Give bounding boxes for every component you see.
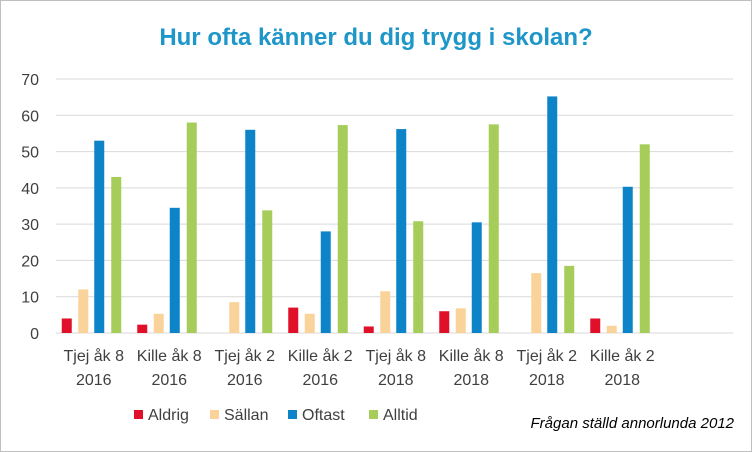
bar-alltid xyxy=(262,210,273,333)
bar-oftast xyxy=(471,222,482,333)
x-tick-label: Kille åk 8 xyxy=(439,347,504,365)
legend-label: Oftast xyxy=(302,407,345,424)
bar-oftast xyxy=(396,129,407,333)
bar-aldrig xyxy=(137,324,148,333)
legend-label: Sällan xyxy=(224,407,268,424)
bar-oftast xyxy=(622,186,633,333)
x-tick-label: 2018 xyxy=(604,372,640,389)
bar-aldrig xyxy=(439,311,450,333)
bar-sällan xyxy=(455,308,466,333)
legend-swatch xyxy=(288,410,297,419)
bar-oftast xyxy=(245,129,256,333)
x-tick-label: 2018 xyxy=(378,372,414,389)
legend-label: Aldrig xyxy=(148,407,189,424)
legend: Aldrig Sällan Oftast Alltid xyxy=(134,407,418,424)
legend-swatch xyxy=(369,410,378,419)
bar-alltid xyxy=(337,125,348,333)
bar-sällan xyxy=(78,289,89,333)
x-tick-label: 2016 xyxy=(76,372,112,389)
x-tick-label: Tjej åk 8 xyxy=(366,347,427,365)
bar-sällan xyxy=(531,273,542,333)
bar-sällan xyxy=(606,325,617,333)
y-tick-label: 50 xyxy=(21,145,39,162)
bar-alltid xyxy=(564,265,575,333)
bar-alltid xyxy=(639,144,650,333)
bar-oftast xyxy=(547,96,558,333)
x-tick-label: 2016 xyxy=(302,372,338,389)
x-tick-label: Tjej åk 8 xyxy=(64,347,125,365)
x-tick-label: Tjej åk 2 xyxy=(215,347,276,365)
x-tick-label: 2018 xyxy=(529,372,565,389)
gridlines xyxy=(56,78,733,334)
bar-aldrig xyxy=(288,307,299,333)
bar-sällan xyxy=(153,313,164,333)
bar-oftast xyxy=(320,231,331,333)
bar-sällan xyxy=(380,291,391,333)
bar-alltid xyxy=(111,176,122,333)
bar-oftast xyxy=(169,207,180,333)
y-axis: 0 10 20 30 40 50 60 70 xyxy=(21,72,39,343)
y-tick-label: 10 xyxy=(21,290,39,307)
bars xyxy=(61,96,650,334)
bar-sällan xyxy=(229,302,240,333)
legend-swatch xyxy=(134,410,143,419)
x-tick-label: Tjej åk 2 xyxy=(517,347,578,365)
bar-alltid xyxy=(413,221,424,333)
x-tick-label: 2016 xyxy=(151,372,187,389)
bar-aldrig xyxy=(61,318,72,333)
x-tick-label: Kille åk 8 xyxy=(137,347,202,365)
bar-alltid xyxy=(488,124,499,333)
bar-sällan xyxy=(304,313,315,333)
x-tick-label: 2016 xyxy=(227,372,263,389)
y-tick-label: 20 xyxy=(21,253,39,270)
bar-oftast xyxy=(94,140,105,333)
x-tick-label: Kille åk 2 xyxy=(288,347,353,365)
chart-annotation: Frågan ställd annorlunda 2012 xyxy=(531,415,735,432)
y-tick-label: 60 xyxy=(21,108,39,125)
bar-aldrig xyxy=(590,318,601,333)
legend-label: Alltid xyxy=(383,407,418,424)
x-tick-label: Kille åk 2 xyxy=(590,347,655,365)
y-tick-label: 70 xyxy=(21,72,39,89)
y-tick-label: 40 xyxy=(21,181,39,198)
bar-aldrig xyxy=(363,326,374,333)
chart-title: Hur ofta känner du dig trygg i skolan? xyxy=(159,24,592,51)
y-tick-label: 0 xyxy=(30,326,39,343)
bar-alltid xyxy=(186,122,197,334)
x-axis: Tjej åk 8 2016 Kille åk 8 2016 Tjej åk 2 2016… xyxy=(64,347,655,389)
legend-swatch xyxy=(210,410,219,419)
x-tick-label: 2018 xyxy=(453,372,489,389)
y-tick-label: 30 xyxy=(21,217,39,234)
